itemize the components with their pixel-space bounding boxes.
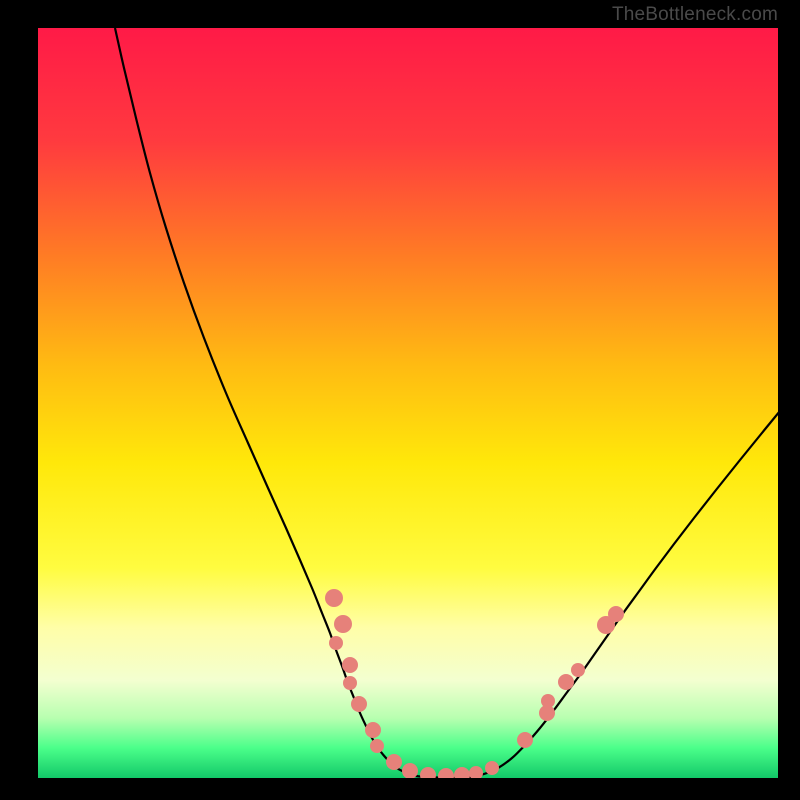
data-point-marker: [325, 589, 343, 607]
watermark-text: TheBottleneck.com: [612, 4, 778, 26]
data-point-marker: [517, 732, 533, 748]
chart-plot-area: [38, 28, 778, 778]
data-point-marker: [351, 696, 367, 712]
data-point-marker: [558, 674, 574, 690]
data-point-marker: [541, 694, 555, 708]
data-point-marker: [420, 767, 436, 778]
data-point-marker: [343, 676, 357, 690]
data-point-marker: [342, 657, 358, 673]
data-point-marker: [469, 766, 483, 778]
data-point-marker: [402, 763, 418, 778]
data-point-marker: [365, 722, 381, 738]
data-point-marker: [329, 636, 343, 650]
data-point-marker: [334, 615, 352, 633]
data-point-marker: [386, 754, 402, 770]
data-point-marker: [571, 663, 585, 677]
data-point-marker: [438, 768, 454, 778]
data-point-marker: [370, 739, 384, 753]
bottleneck-curve: [38, 28, 778, 778]
data-point-marker: [608, 606, 624, 622]
data-point-marker: [485, 761, 499, 775]
data-point-marker: [454, 767, 470, 778]
